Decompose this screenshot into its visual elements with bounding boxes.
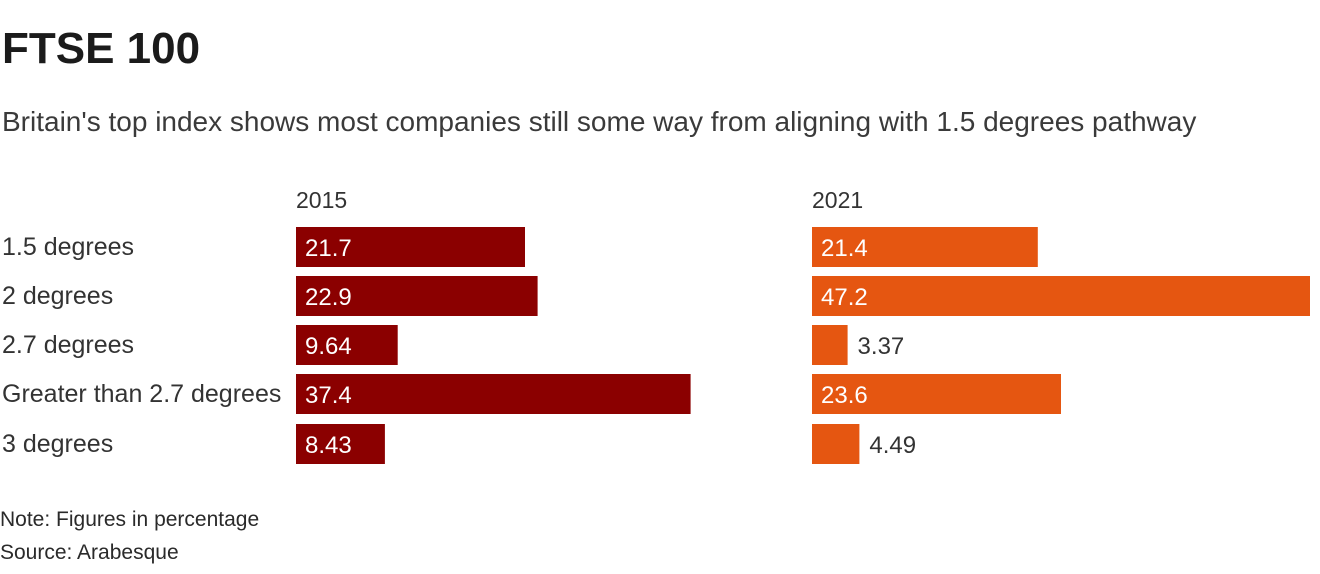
data-label: 4.49 [869, 432, 916, 459]
bar-chart: 1.5 degrees 2 degrees 2.7 degrees Greater t… [2, 187, 1310, 464]
bar [812, 374, 1061, 414]
bar [812, 276, 1310, 316]
data-label: 3.37 [858, 333, 905, 360]
bar [812, 227, 1038, 267]
category-label: 2.7 degrees [2, 331, 134, 359]
chart-title: FTSE 100 [2, 24, 201, 73]
data-label: 23.6 [821, 382, 868, 409]
chart-subtitle: Britain's top index shows most companies… [2, 106, 1197, 137]
bar [812, 325, 848, 365]
data-label: 37.4 [305, 382, 352, 409]
category-label: 2 degrees [2, 282, 113, 310]
data-label: 21.7 [305, 235, 352, 262]
data-label: 47.2 [821, 284, 868, 311]
bar [296, 424, 385, 464]
panel-header: 2021 [812, 187, 863, 213]
data-label: 22.9 [305, 284, 352, 311]
category-label: 3 degrees [2, 430, 113, 458]
data-label: 21.4 [821, 235, 868, 262]
panel-header: 2015 [296, 187, 347, 213]
bar [296, 227, 525, 267]
bar [296, 325, 398, 365]
chart-note: Note: Figures in percentage [0, 508, 260, 531]
category-label: 1.5 degrees [2, 233, 134, 261]
chart-source: Source: Arabesque [0, 541, 179, 564]
bar [296, 374, 691, 414]
bar [812, 424, 860, 464]
category-label: Greater than 2.7 degrees [2, 380, 281, 408]
bar [296, 276, 538, 316]
data-label: 9.64 [305, 333, 352, 360]
data-label: 8.43 [305, 432, 352, 459]
